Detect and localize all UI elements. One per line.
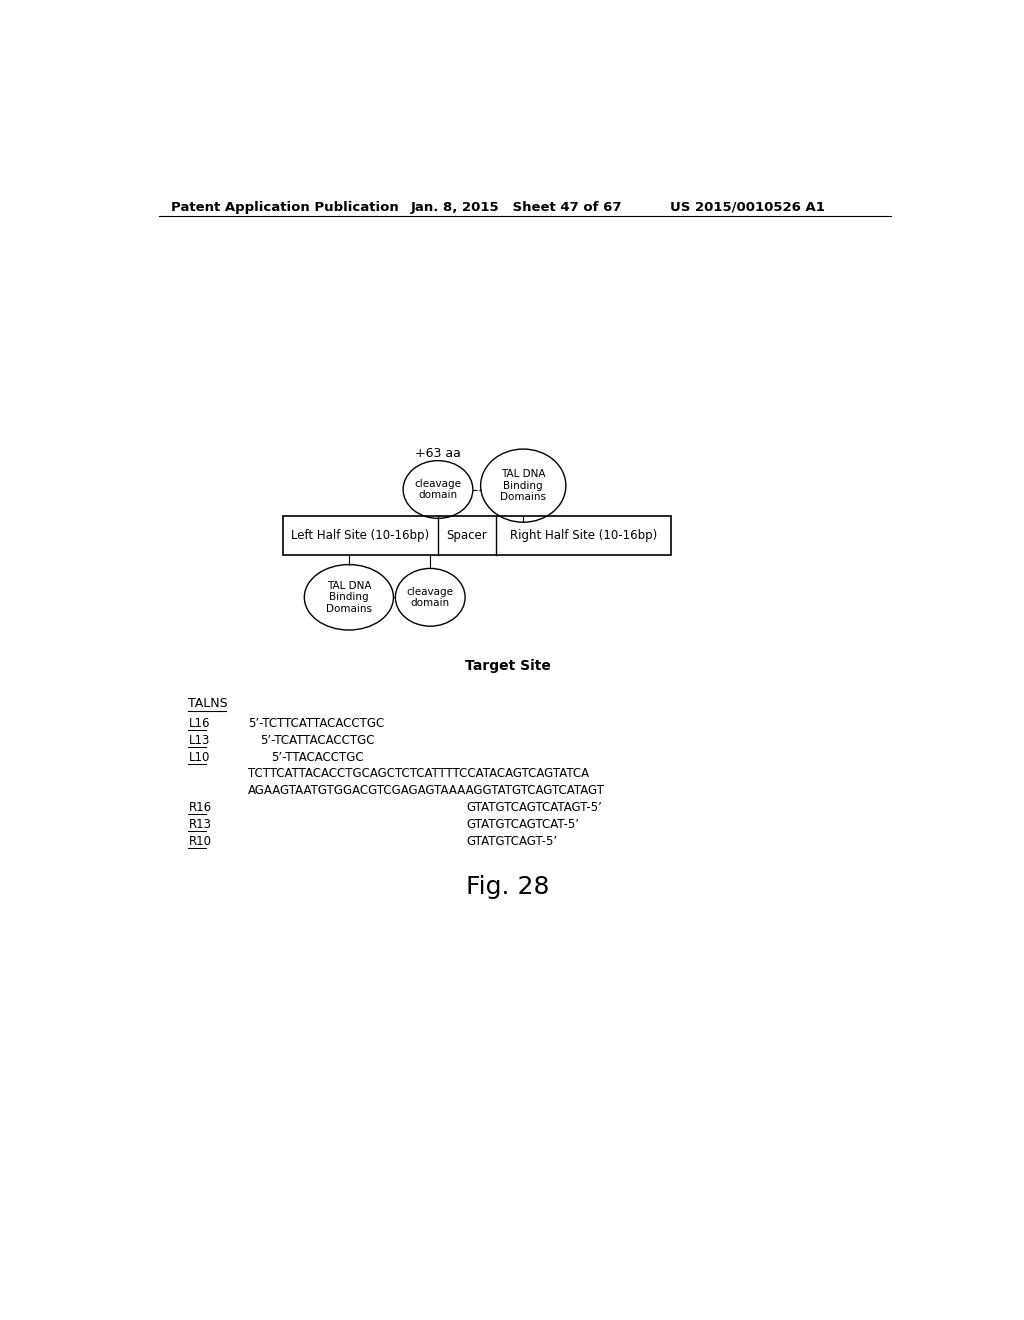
Text: TAL DNA
Binding
Domains: TAL DNA Binding Domains — [326, 581, 372, 614]
Text: Right Half Site (10-16bp): Right Half Site (10-16bp) — [510, 529, 657, 543]
Text: TALNS: TALNS — [188, 697, 228, 710]
Text: 5’-TTACACCTGC: 5’-TTACACCTGC — [271, 751, 364, 763]
Text: cleavage
domain: cleavage domain — [407, 586, 454, 609]
Text: cleavage
domain: cleavage domain — [415, 479, 462, 500]
Text: TAL DNA
Binding
Domains: TAL DNA Binding Domains — [501, 469, 546, 502]
Text: R16: R16 — [188, 801, 212, 814]
Text: R10: R10 — [188, 836, 211, 849]
Text: 5’-TCTTCATTACACCTGC: 5’-TCTTCATTACACCTGC — [248, 717, 384, 730]
Text: AGAAGTAATGTGGACGTCGAGAGTAAAAGGTATGTCAGTCATAGT: AGAAGTAATGTGGACGTCGAGAGTAAAAGGTATGTCAGTC… — [248, 784, 605, 797]
Text: +63 aa: +63 aa — [415, 447, 461, 461]
Text: GTATGTCAGTCATAGT-5’: GTATGTCAGTCATAGT-5’ — [467, 801, 602, 814]
Text: Patent Application Publication: Patent Application Publication — [171, 201, 398, 214]
Text: Fig. 28: Fig. 28 — [466, 875, 550, 899]
Text: Left Half Site (10-16bp): Left Half Site (10-16bp) — [292, 529, 429, 543]
Text: L13: L13 — [188, 734, 210, 747]
Text: L16: L16 — [188, 717, 210, 730]
Text: Target Site: Target Site — [465, 659, 551, 673]
Text: GTATGTCAGT-5’: GTATGTCAGT-5’ — [467, 836, 558, 849]
Text: US 2015/0010526 A1: US 2015/0010526 A1 — [671, 201, 825, 214]
Text: Spacer: Spacer — [446, 529, 487, 543]
Text: TCTTCATTACACCTGCAGCTCTCATTTTCCATACAGTCAGTATCA: TCTTCATTACACCTGCAGCTCTCATTTTCCATACAGTCAG… — [248, 767, 589, 780]
Text: GTATGTCAGTCAT-5’: GTATGTCAGTCAT-5’ — [467, 818, 580, 832]
Text: Jan. 8, 2015   Sheet 47 of 67: Jan. 8, 2015 Sheet 47 of 67 — [411, 201, 623, 214]
Text: L10: L10 — [188, 751, 210, 763]
Text: R13: R13 — [188, 818, 211, 832]
Text: 5’-TCATTACACCTGC: 5’-TCATTACACCTGC — [260, 734, 374, 747]
Bar — [283, 516, 671, 554]
